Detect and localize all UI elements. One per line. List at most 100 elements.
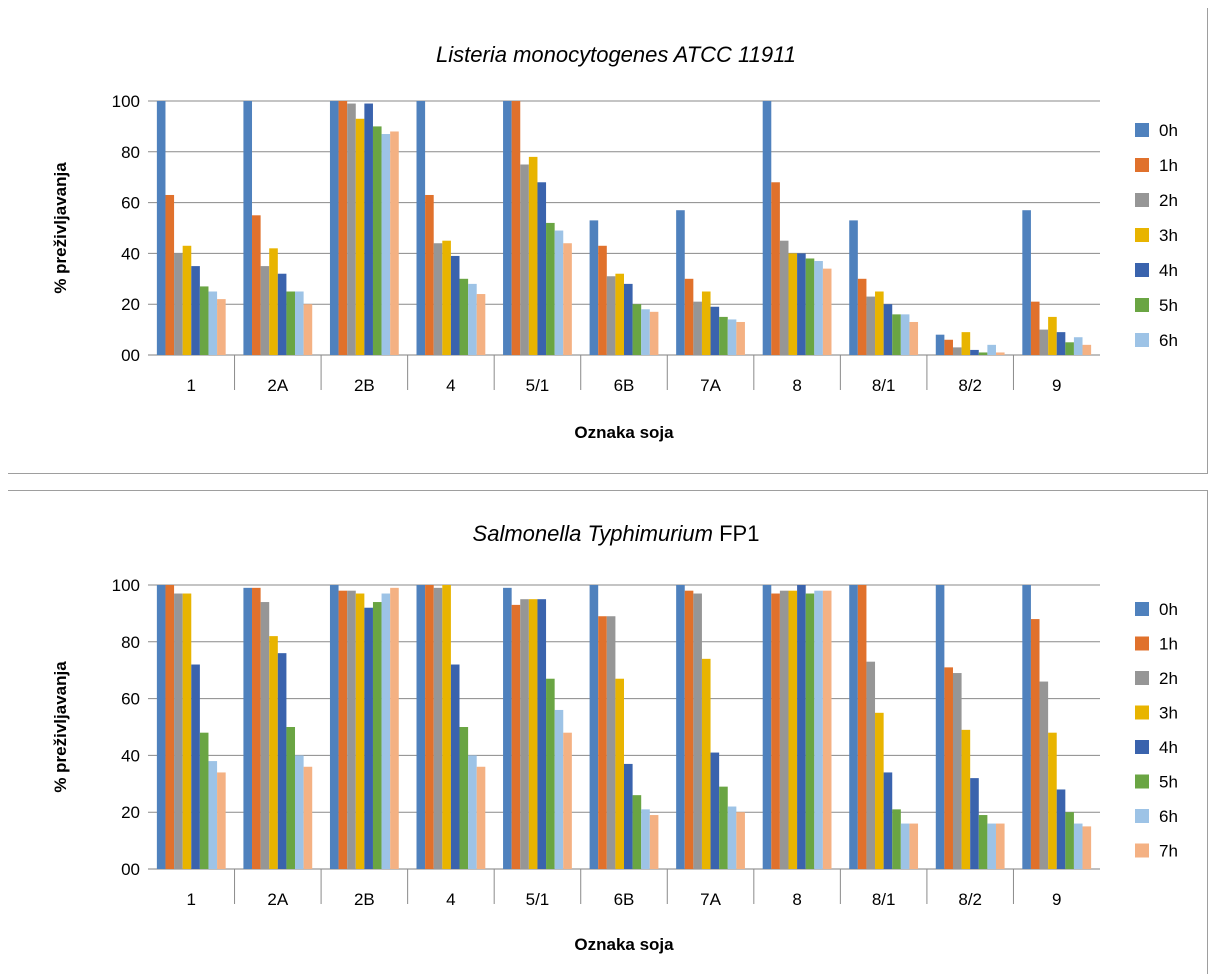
bar-2h-5-1 (520, 599, 529, 869)
chart-title-italic: Listeria monocytogenes ATCC 11911 (436, 42, 796, 67)
bar-3h-1 (182, 245, 192, 355)
bar-2h-7A (693, 301, 702, 355)
bar-0h-5-1 (503, 587, 512, 869)
bar-0h-1 (156, 101, 166, 355)
chart-title-normal: FP1 (713, 521, 759, 546)
bar-4h-8-2 (970, 778, 979, 869)
bar-4h-7A (710, 306, 720, 355)
legend-label-2h: 2h (1159, 669, 1178, 688)
bar-1h-8-1 (857, 585, 867, 869)
x-tick-label: 8 (792, 376, 801, 395)
bar-0h-2B (329, 585, 339, 869)
x-tick-label: 1 (187, 890, 196, 909)
bar-2h-4 (433, 243, 443, 355)
x-tick-label: 6B (614, 376, 635, 395)
bar-6h-2A (295, 755, 304, 869)
bar-4h-1 (191, 664, 200, 869)
legend-swatch-7h (1135, 843, 1149, 858)
bar-7h-2A (303, 766, 313, 869)
bar-5h-5-1 (546, 678, 555, 869)
bar-3h-8 (788, 253, 798, 355)
bar-5h-8 (805, 593, 815, 869)
bar-4h-7A (710, 752, 720, 869)
legend-swatch-3h (1135, 705, 1149, 720)
bar-1h-9 (1030, 301, 1040, 355)
bar-1h-1 (165, 585, 175, 869)
bar-1h-4 (425, 585, 434, 869)
bar-1h-2B (338, 101, 348, 355)
y-axis-title: % preživljavanja (51, 661, 70, 793)
x-tick-label: 5/1 (526, 376, 550, 395)
bar-4h-6B (624, 283, 633, 355)
bar-0h-8 (762, 101, 772, 355)
legend-label-4h: 4h (1159, 738, 1178, 757)
bar-0h-1 (156, 585, 166, 869)
bar-0h-4 (416, 585, 426, 869)
bar-7h-2A (303, 304, 313, 355)
bar-6h-9 (1073, 337, 1083, 355)
bar-7h-6B (649, 311, 659, 355)
bar-7h-8-2 (995, 823, 1005, 869)
bar-5h-2B (372, 602, 382, 869)
bar-6h-6B (641, 809, 650, 869)
bar-2h-9 (1039, 681, 1049, 869)
legend-swatch-2h (1135, 193, 1149, 207)
bar-7h-5-1 (563, 243, 572, 355)
y-tick-label: 00 (121, 346, 140, 365)
bar-0h-2A (243, 101, 253, 355)
bar-1h-8-1 (857, 278, 867, 355)
bar-6h-8 (814, 261, 823, 355)
bar-0h-7A (676, 210, 685, 355)
x-axis-title: Oznaka soja (574, 423, 674, 442)
x-tick-label: 2A (267, 890, 288, 909)
bar-4h-6B (624, 763, 633, 869)
legend-swatch-1h (1135, 636, 1149, 651)
bar-1h-2B (338, 590, 348, 869)
bar-7h-8 (822, 268, 832, 355)
bar-7h-1 (217, 772, 226, 869)
bar-5h-2A (286, 727, 296, 869)
x-tick-label: 7A (700, 376, 721, 395)
bar-3h-2A (269, 248, 278, 355)
y-tick-label: 20 (121, 295, 140, 314)
bar-2h-2B (347, 103, 356, 355)
y-tick-label: 80 (121, 143, 140, 162)
x-tick-label: 8 (792, 890, 801, 909)
x-tick-label: 1 (187, 376, 196, 395)
bar-1h-4 (425, 194, 434, 355)
bar-0h-8-1 (849, 220, 858, 355)
bar-2h-1 (174, 253, 183, 355)
bar-4h-4 (450, 255, 460, 355)
x-tick-label: 6B (614, 890, 635, 909)
bar-6h-7A (727, 806, 737, 869)
legend-label-1h: 1h (1159, 156, 1178, 175)
y-tick-label: 100 (112, 576, 140, 595)
bar-0h-7A (676, 585, 685, 869)
bar-7h-8 (822, 590, 832, 869)
bar-6h-4 (468, 755, 477, 869)
chart-title-italic: Salmonella Typhimurium (473, 521, 713, 546)
bar-4h-5-1 (537, 599, 547, 869)
bar-3h-2B (355, 593, 365, 869)
bar-6h-4 (468, 283, 477, 355)
bar-7h-5-1 (563, 732, 572, 869)
chart-title: Listeria monocytogenes ATCC 11911 (436, 42, 796, 67)
chart-panel-salmonella: Salmonella Typhimurium FP1 00 20 40 60 80 100 1… (8, 490, 1208, 974)
bar-1h-5-1 (511, 604, 521, 869)
bar-0h-8-2 (935, 585, 945, 869)
bar-2h-4 (433, 587, 443, 869)
bar-3h-8-1 (875, 712, 884, 869)
bar-5h-1 (199, 286, 209, 355)
bar-7h-9 (1082, 344, 1092, 355)
bar-7h-2B (390, 587, 399, 869)
bar-3h-2A (269, 636, 278, 869)
bar-1h-1 (165, 194, 175, 355)
bar-7h-4 (476, 294, 486, 355)
legend-label-7h: 7h (1159, 842, 1178, 861)
bar-2h-8-1 (866, 296, 876, 355)
bar-1h-5-1 (511, 101, 521, 355)
bar-0h-5-1 (503, 101, 512, 355)
bar-2h-9 (1039, 329, 1049, 355)
bar-3h-8 (788, 590, 798, 869)
bar-6h-1 (208, 291, 218, 355)
